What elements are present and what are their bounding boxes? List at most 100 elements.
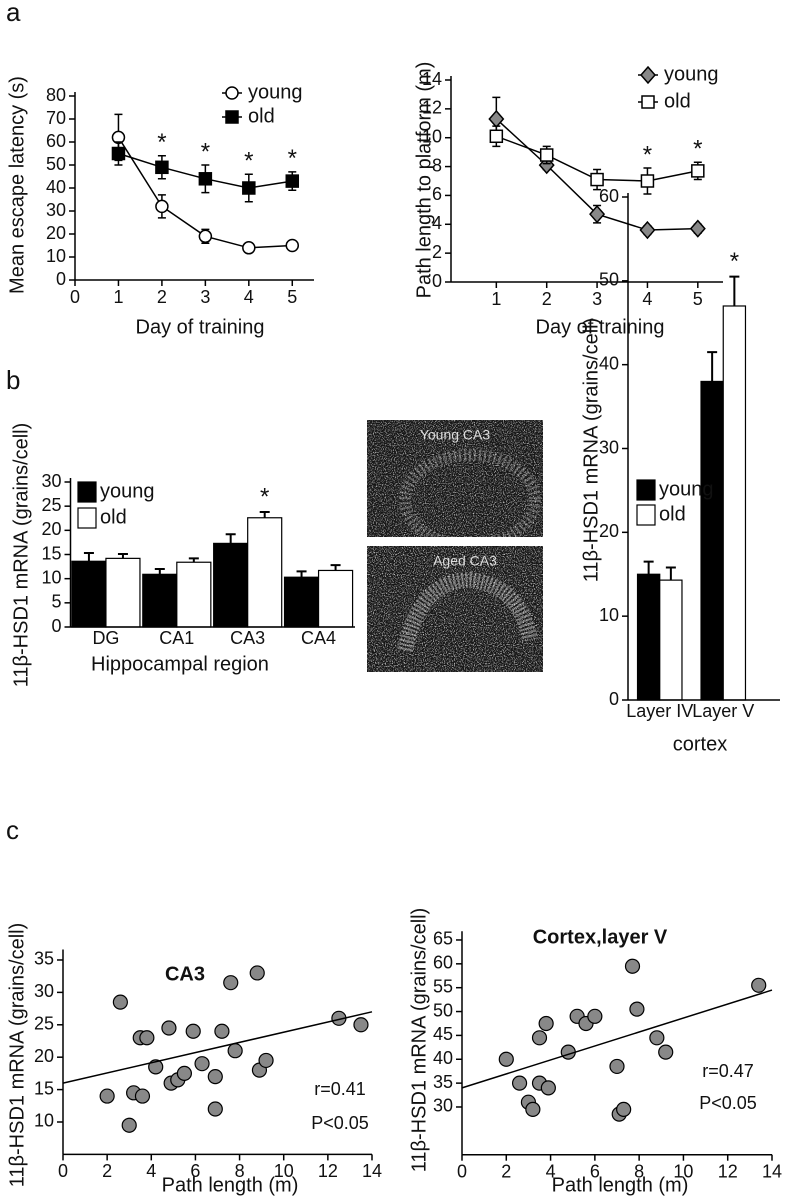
error-bar — [707, 351, 718, 382]
x-tick-label: 2 — [542, 289, 552, 309]
y-tick-label: 45 — [433, 1024, 453, 1044]
point — [353, 1017, 369, 1033]
x-tick-label: 1 — [491, 289, 501, 309]
bar — [142, 573, 178, 628]
y-tick-label: 20 — [41, 519, 61, 539]
marker — [225, 110, 239, 124]
y-tick-label: 40 — [599, 353, 619, 373]
y-axis-label: 11β-HSD1 mRNA (grains/cell) — [408, 908, 430, 1173]
x-tick-label: CA3 — [230, 628, 265, 648]
chart: 10 15 20 25 30 35 0 2 4 6 8 10 12 14 11β-HSD1 mRNA (gr… — [6, 923, 382, 1197]
bar — [317, 569, 354, 628]
x-tick-label: 10 — [274, 1161, 294, 1181]
chart: young old DG CA1 CA3 CA4 0 5 10 15 20 25 30 11β-HSD1 … — [10, 423, 355, 688]
point — [207, 1069, 223, 1085]
micrograph: Aged CA3 — [367, 546, 543, 672]
panel-label: a — [6, 0, 21, 27]
x-tick-label: 14 — [762, 1161, 782, 1181]
error-bar — [665, 566, 676, 581]
y-tick-label: 14 — [422, 69, 442, 89]
bar — [659, 579, 683, 701]
point — [538, 1015, 554, 1032]
bar — [213, 542, 249, 628]
y-tick-label: 10 — [46, 246, 66, 266]
marker — [198, 172, 213, 186]
y-tick-label: 60 — [599, 186, 619, 206]
y-tick-label: 0 — [609, 689, 619, 709]
y-tick-label: 50 — [46, 154, 66, 174]
point — [531, 1030, 548, 1046]
point — [112, 994, 128, 1010]
y-tick-label: 70 — [46, 108, 66, 128]
x-tick-label: 0 — [58, 1161, 68, 1181]
y-tick-label: 35 — [433, 1072, 453, 1092]
statistic: P<0.05 — [311, 1113, 369, 1133]
point — [194, 1056, 210, 1072]
point — [751, 977, 767, 993]
x-tick-label: 2 — [102, 1161, 112, 1181]
point — [540, 1080, 556, 1096]
regression-line — [62, 1011, 373, 1084]
marker — [589, 205, 606, 224]
point — [609, 1058, 625, 1075]
y-axis-label: 11β-HSD1 mRNA (grains/cell) — [10, 423, 32, 688]
y-tick-label: 40 — [46, 177, 66, 197]
micrograph-label: Aged CA3 — [433, 553, 497, 569]
y-tick-label: 10 — [599, 605, 619, 625]
legend-label: young — [248, 81, 303, 103]
y-axis-label: 11β-HSD1 mRNA (grains/cell) — [6, 923, 28, 1188]
point — [148, 1059, 164, 1075]
point — [258, 1052, 274, 1069]
marker — [691, 164, 705, 178]
legend-label: young — [100, 480, 155, 502]
bar — [247, 517, 283, 628]
point — [249, 965, 265, 981]
y-axis-label: Mean escape latency (s) — [6, 76, 28, 294]
marker — [198, 229, 213, 244]
x-tick-label: 4 — [244, 287, 254, 307]
x-tick-label: 0 — [457, 1161, 467, 1181]
legend-label: young — [664, 63, 719, 85]
point — [121, 1117, 137, 1133]
x-tick-label: 0 — [70, 287, 80, 307]
legend-swatch — [77, 481, 97, 503]
point — [525, 1101, 541, 1117]
y-tick-label: 60 — [433, 953, 453, 973]
statistic: r=0.47 — [702, 1061, 754, 1081]
y-tick-label: 0 — [432, 271, 442, 291]
y-tick-label: 80 — [46, 85, 66, 105]
x-tick-label: 4 — [642, 289, 652, 309]
x-tick-label: 12 — [318, 1161, 338, 1181]
y-tick-label: 2 — [432, 242, 442, 262]
point — [658, 1044, 674, 1060]
x-tick-label: 4 — [546, 1161, 556, 1181]
marker — [639, 220, 656, 240]
point — [223, 975, 239, 991]
y-tick-label: 12 — [422, 98, 442, 118]
y-tick-label: 25 — [41, 495, 61, 515]
x-tick-label: Layer IV — [626, 701, 693, 721]
chart: 0 10 20 30 40 50 60 70 80 0 1 2 3 4 5 Mean escape laten… — [6, 76, 314, 338]
x-tick-label: 3 — [592, 289, 602, 309]
x-tick-label: 6 — [590, 1161, 600, 1181]
x-tick-label: 5 — [693, 289, 703, 309]
y-tick-label: 65 — [433, 929, 453, 949]
y-tick-label: 0 — [56, 269, 66, 289]
y-tick-label: 4 — [432, 213, 442, 233]
point — [629, 1001, 645, 1017]
significance: * — [201, 138, 210, 165]
bar — [636, 573, 661, 701]
x-tick-label: DG — [92, 628, 119, 648]
x-tick-label: 12 — [718, 1161, 738, 1181]
y-tick-label: 0 — [51, 616, 61, 636]
y-tick-label: 30 — [41, 471, 61, 491]
error-bar — [330, 564, 341, 571]
x-tick-label: CA1 — [159, 628, 194, 648]
x-tick-label: 10 — [673, 1161, 693, 1181]
marker — [225, 86, 239, 100]
significance: * — [157, 129, 166, 156]
x-tick-label: 6 — [190, 1161, 200, 1181]
panel-label: b — [6, 365, 20, 395]
regression-line — [461, 989, 773, 1089]
